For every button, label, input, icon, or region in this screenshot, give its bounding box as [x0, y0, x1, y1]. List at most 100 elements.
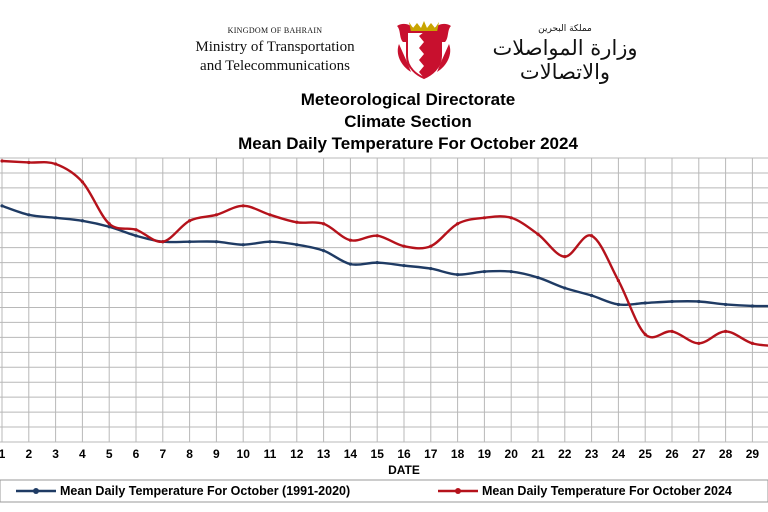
x-tick-label: 28 [719, 447, 733, 461]
data-point-normal [188, 240, 192, 244]
data-point-2024 [509, 216, 513, 220]
x-tick-label: 12 [290, 447, 304, 461]
data-point-2024 [188, 219, 192, 223]
x-tick-label: 15 [371, 447, 385, 461]
chart-legend: Mean Daily Temperature For October (1991… [0, 479, 768, 503]
data-point-normal [536, 275, 540, 280]
data-point-2024 [375, 234, 379, 238]
data-point-2024 [670, 329, 674, 333]
x-tick-label: 18 [451, 447, 465, 461]
data-point-2024 [214, 213, 218, 217]
chart-lines [0, 159, 768, 347]
bahrain-emblem-icon [391, 20, 457, 80]
data-point-normal [750, 304, 755, 308]
data-point-normal [0, 204, 4, 208]
data-point-normal [80, 219, 84, 223]
data-point-2024 [643, 332, 647, 336]
x-tick-label: 4 [79, 447, 86, 461]
data-point-normal [241, 243, 245, 247]
x-tick-label: 9 [213, 447, 220, 461]
data-point-2024 [161, 240, 165, 244]
data-point-normal [54, 216, 58, 220]
data-point-2024 [0, 159, 4, 163]
x-tick-label: 13 [317, 447, 331, 461]
data-point-normal [616, 302, 621, 307]
ministry-line-1: Ministry of Transportation [195, 39, 355, 55]
x-tick-label: 16 [397, 447, 411, 461]
data-point-2024 [750, 341, 755, 345]
data-point-2024 [295, 220, 299, 224]
x-tick-label: 17 [424, 447, 438, 461]
series-line-normal [1, 204, 768, 308]
data-point-2024 [482, 216, 486, 220]
x-tick-label: 8 [186, 447, 193, 461]
data-point-normal [697, 299, 701, 304]
legend-marker-normal [33, 488, 39, 494]
data-point-normal [268, 240, 272, 244]
arabic-ministry-name: مملكة البحرين وزارة المواصلات والاتصالات [455, 24, 675, 84]
data-point-2024 [616, 278, 621, 283]
x-tick-label: 19 [478, 447, 492, 461]
data-point-normal [375, 261, 379, 265]
data-point-normal [295, 243, 299, 247]
legend-label-normal: Mean Daily Temperature For October (1991… [60, 484, 350, 498]
chart-titles: Meteorological Directorate Climate Secti… [0, 89, 768, 155]
x-tick-label: 14 [344, 447, 358, 461]
data-point-normal [724, 302, 728, 307]
x-tick-label: 25 [639, 447, 653, 461]
chart-subtitle: Climate Section [344, 112, 472, 131]
x-tick-label: 10 [237, 447, 251, 461]
data-point-normal [670, 299, 674, 304]
data-point-2024 [80, 180, 84, 184]
data-point-normal [590, 293, 594, 298]
legend-box [0, 479, 768, 503]
data-point-normal [643, 301, 647, 305]
ministry-line-2: and Telecommunications [200, 58, 350, 74]
data-point-2024 [54, 162, 58, 166]
data-point-normal [509, 270, 513, 274]
data-point-normal [27, 213, 31, 217]
data-point-2024 [241, 204, 245, 208]
x-tick-label: 23 [585, 447, 599, 461]
data-point-2024 [322, 222, 326, 226]
data-point-normal [322, 249, 326, 253]
ministry-name: Ministry of Transportation and Telecommu… [160, 38, 390, 76]
data-point-2024 [563, 255, 567, 259]
arabic-ministry-label: وزارة المواصلات والاتصالات [492, 36, 638, 84]
x-tick-label: 11 [264, 447, 277, 461]
x-tick-label: 21 [531, 447, 545, 461]
kingdom-label: KINGDOM OF BAHRAIN [227, 26, 323, 35]
arabic-kingdom-label: مملكة البحرين [538, 24, 592, 34]
series-line-2024 [1, 159, 768, 347]
legend-label-2024: Mean Daily Temperature For October 2024 [482, 484, 732, 498]
x-tick-labels: 1 2 3 4 5 6 7 8 9 10 11 12 13 14 15 16 17 18 19 20 21 22 23 24 2… [0, 447, 759, 461]
x-tick-label: 22 [558, 447, 572, 461]
data-point-normal [402, 264, 406, 268]
x-tick-label: 1 [0, 447, 6, 461]
data-point-2024 [724, 329, 728, 333]
x-tick-label: 3 [52, 447, 59, 461]
x-tick-label: 7 [159, 447, 166, 461]
chart-grid [0, 157, 768, 443]
data-point-normal [134, 234, 138, 238]
x-tick-label: 20 [505, 447, 519, 461]
data-point-2024 [456, 222, 460, 226]
data-point-2024 [429, 244, 433, 248]
legend-marker-2024 [455, 488, 461, 494]
data-point-2024 [134, 228, 138, 232]
chart-title-2: Mean Daily Temperature For October 2024 [238, 134, 578, 153]
data-point-2024 [402, 244, 406, 248]
data-point-normal [456, 272, 460, 277]
data-point-2024 [697, 341, 701, 345]
x-tick-label: 2 [25, 447, 32, 461]
data-point-2024 [348, 238, 352, 242]
data-point-normal [348, 262, 352, 266]
data-point-normal [429, 267, 433, 271]
header: KINGDOM OF BAHRAIN Ministry of Transport… [0, 0, 768, 90]
x-tick-label: 24 [612, 447, 626, 461]
data-point-normal [563, 286, 567, 290]
data-point-2024 [107, 222, 111, 226]
chart-title: Meteorological Directorate [300, 90, 516, 109]
data-point-2024 [27, 160, 31, 165]
